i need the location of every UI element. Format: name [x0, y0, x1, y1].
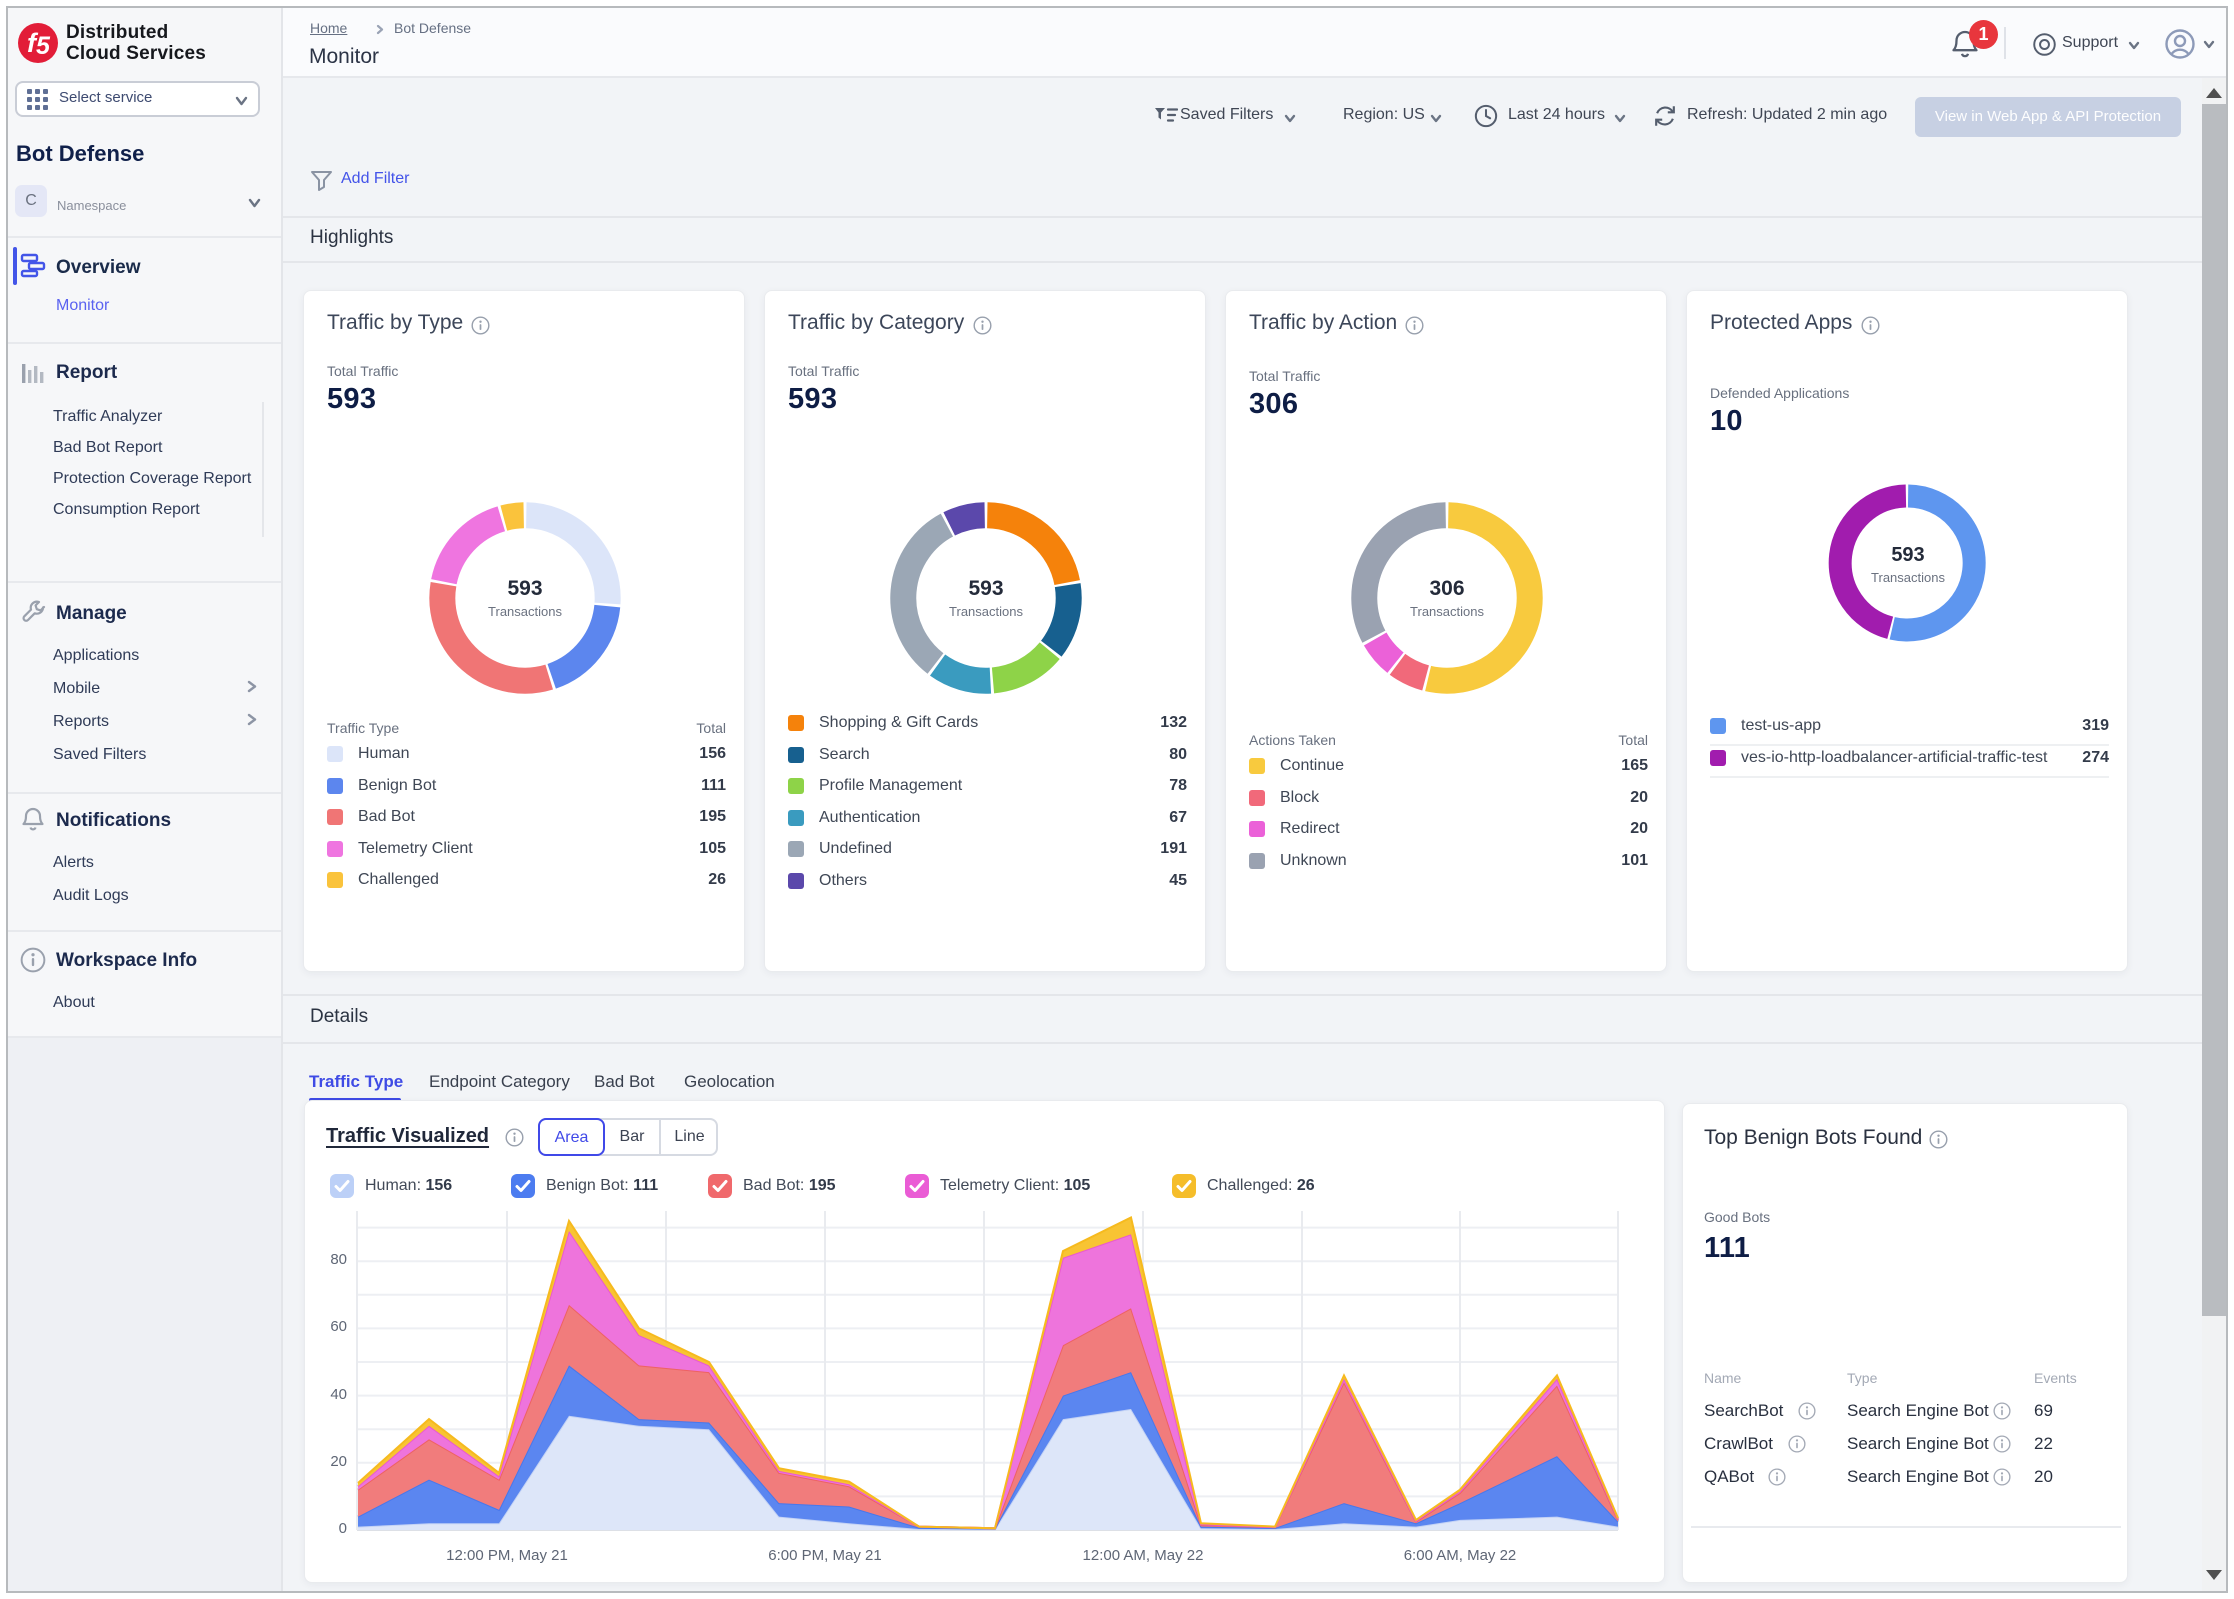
svg-text:5: 5: [36, 32, 51, 60]
